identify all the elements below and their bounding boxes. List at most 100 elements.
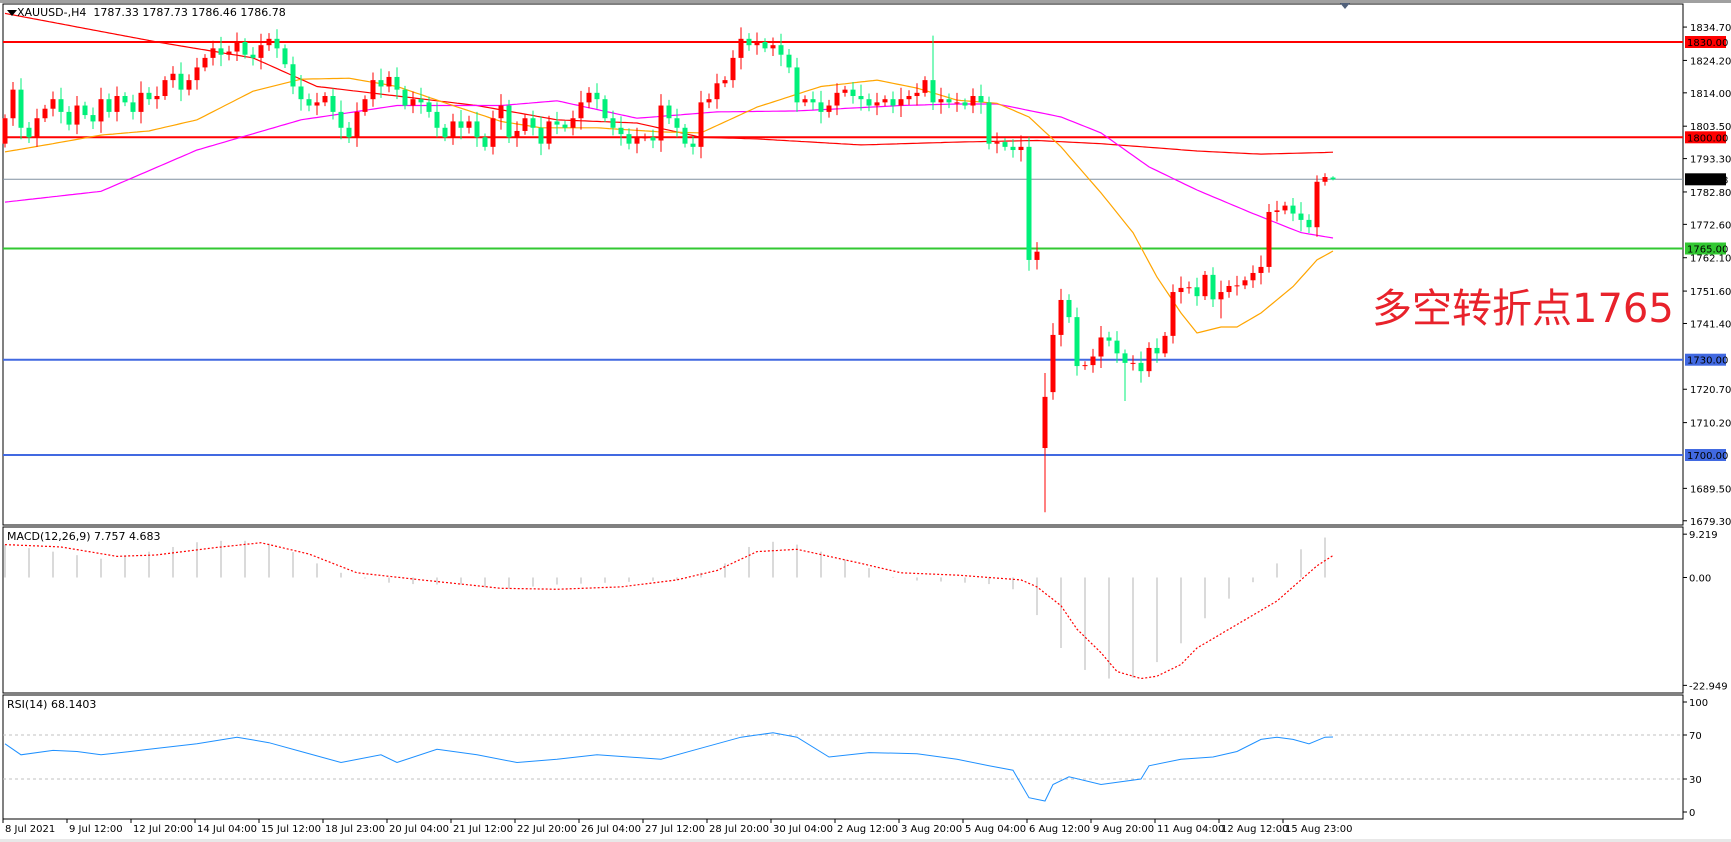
candle-body[interactable]	[842, 89, 848, 93]
candle-body[interactable]	[194, 67, 200, 81]
candle-body[interactable]	[1026, 146, 1032, 260]
candle-body[interactable]	[1186, 287, 1192, 289]
candle-body[interactable]	[274, 38, 280, 49]
candle-body[interactable]	[178, 73, 184, 90]
candle-body[interactable]	[378, 80, 384, 87]
candle-body[interactable]	[2, 118, 8, 144]
candle-body[interactable]	[474, 121, 480, 138]
candle-body[interactable]	[1138, 362, 1144, 372]
candle-body[interactable]	[754, 42, 760, 46]
candle-body[interactable]	[1058, 299, 1064, 335]
candle-body[interactable]	[258, 45, 264, 58]
candle-body[interactable]	[514, 130, 520, 138]
candle-body[interactable]	[1162, 335, 1168, 354]
candle-body[interactable]	[642, 137, 648, 139]
candle-body[interactable]	[866, 99, 872, 106]
candle-body[interactable]	[698, 102, 704, 147]
candle-body[interactable]	[634, 137, 640, 144]
candle-body[interactable]	[90, 115, 96, 122]
candle-body[interactable]	[1034, 251, 1040, 260]
candle-body[interactable]	[554, 121, 560, 125]
candle-body[interactable]	[986, 102, 992, 144]
candle-body[interactable]	[674, 118, 680, 128]
candle-body[interactable]	[778, 45, 784, 55]
candle-body[interactable]	[546, 121, 552, 144]
candle-body[interactable]	[938, 99, 944, 103]
candle-body[interactable]	[970, 96, 976, 106]
candle-body[interactable]	[426, 102, 432, 112]
candle-body[interactable]	[114, 96, 120, 112]
candle-body[interactable]	[946, 99, 952, 103]
candle-body[interactable]	[1114, 340, 1120, 354]
candle-body[interactable]	[522, 118, 528, 131]
candle-body[interactable]	[1074, 317, 1080, 367]
candle-body[interactable]	[1298, 213, 1304, 220]
candle-body[interactable]	[290, 64, 296, 87]
candle-body[interactable]	[98, 99, 104, 122]
candle-body[interactable]	[1170, 292, 1176, 336]
candle-body[interactable]	[962, 102, 968, 106]
candle-body[interactable]	[730, 57, 736, 81]
candle-body[interactable]	[666, 105, 672, 119]
candle-body[interactable]	[930, 80, 936, 103]
candle-body[interactable]	[1010, 146, 1016, 151]
candle-body[interactable]	[1258, 266, 1264, 273]
candle-body[interactable]	[650, 137, 656, 141]
candle-body[interactable]	[978, 96, 984, 103]
candle-body[interactable]	[210, 48, 216, 58]
candle-body[interactable]	[354, 111, 360, 138]
candle-body[interactable]	[330, 96, 336, 112]
candle-body[interactable]	[466, 121, 472, 128]
candle-body[interactable]	[138, 92, 144, 112]
candle-body[interactable]	[954, 102, 960, 104]
candle-body[interactable]	[770, 45, 776, 49]
candle-body[interactable]	[1234, 285, 1240, 287]
candle-body[interactable]	[1322, 177, 1328, 182]
candle-body[interactable]	[1090, 356, 1096, 366]
candle-body[interactable]	[202, 57, 208, 68]
candle-body[interactable]	[746, 38, 752, 46]
candle-body[interactable]	[1002, 142, 1008, 147]
candle-body[interactable]	[482, 137, 488, 147]
candle-body[interactable]	[858, 96, 864, 100]
candle-body[interactable]	[1226, 285, 1232, 293]
candle-body[interactable]	[578, 102, 584, 119]
candle-body[interactable]	[818, 102, 824, 112]
candle-body[interactable]	[266, 38, 272, 46]
candle-body[interactable]	[306, 99, 312, 106]
candle-body[interactable]	[370, 80, 376, 100]
candle-body[interactable]	[122, 96, 128, 103]
candle-body[interactable]	[874, 102, 880, 106]
candle-body[interactable]	[402, 89, 408, 106]
candle-body[interactable]	[1154, 347, 1160, 354]
candle-body[interactable]	[562, 124, 568, 128]
candle-body[interactable]	[714, 83, 720, 100]
candle-body[interactable]	[1130, 362, 1136, 364]
candle-body[interactable]	[74, 105, 80, 125]
candle-body[interactable]	[26, 127, 32, 138]
candle-body[interactable]	[1266, 211, 1272, 267]
candle-body[interactable]	[18, 89, 24, 128]
candle-body[interactable]	[442, 127, 448, 138]
candle-body[interactable]	[722, 80, 728, 84]
candle-body[interactable]	[282, 48, 288, 65]
candle-body[interactable]	[610, 118, 616, 128]
candle-body[interactable]	[786, 54, 792, 68]
candle-body[interactable]	[658, 105, 664, 141]
candle-body[interactable]	[106, 99, 112, 112]
candle-body[interactable]	[1202, 274, 1208, 297]
triangle-down-icon[interactable]	[7, 10, 17, 16]
candle-body[interactable]	[338, 111, 344, 128]
candle-body[interactable]	[1178, 287, 1184, 293]
candle-body[interactable]	[922, 80, 928, 93]
candle-body[interactable]	[1274, 210, 1280, 212]
candle-body[interactable]	[898, 99, 904, 106]
candle-body[interactable]	[1290, 205, 1296, 214]
candle-body[interactable]	[146, 92, 152, 100]
candle-body[interactable]	[1330, 177, 1336, 180]
candle-body[interactable]	[1250, 272, 1256, 281]
candle-body[interactable]	[162, 80, 168, 97]
candle-body[interactable]	[82, 105, 88, 116]
candle-body[interactable]	[914, 92, 920, 97]
candle-body[interactable]	[458, 121, 464, 128]
